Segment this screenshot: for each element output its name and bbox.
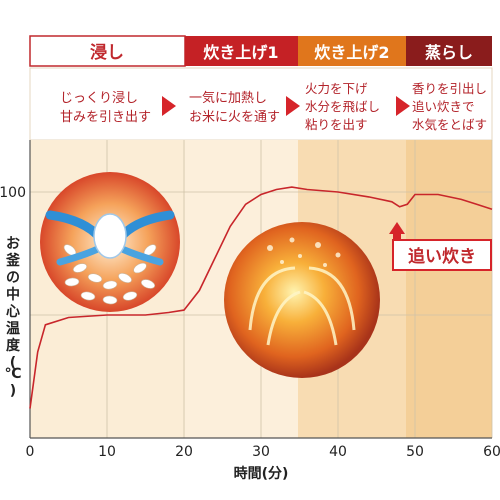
x-tick-label: 60 <box>483 444 500 460</box>
phase-desc-boil2-line1: 火力を下げ <box>305 81 368 96</box>
phase-desc-boil1-line2: お米に火を通す <box>189 110 280 125</box>
steam-bubbles <box>267 237 341 267</box>
convection-swirls <box>248 266 356 346</box>
phase-bg-steam <box>406 140 492 438</box>
boil-circle <box>224 222 380 378</box>
arrow-up-stem <box>393 233 401 241</box>
phase-header-bg-steam <box>406 36 492 66</box>
phase-desc-boil2-line3: 粘りを出す <box>305 117 368 132</box>
rice-grains <box>63 244 157 305</box>
y-axis-label-char: の <box>6 270 20 286</box>
phase-desc-boil2-line2: 水分を飛ばし <box>305 99 380 114</box>
y-axis-label-char: 釜 <box>5 252 21 269</box>
phase-header-bg-boil1 <box>185 36 298 66</box>
arrow-right-icon <box>286 96 300 116</box>
phase-header-bg-soak <box>29 35 186 67</box>
y-tick-labels: 100 <box>0 185 26 201</box>
phase-title-boil2: 炊き上げ2 <box>314 43 389 62</box>
x-tick-labels: 0 10 20 30 40 50 60 <box>26 444 500 460</box>
phase-header: 浸し 炊き上げ1 炊き上げ2 蒸らし <box>29 35 492 67</box>
x-tick-label: 30 <box>252 444 270 460</box>
y-axis-label-char: ( <box>10 355 16 371</box>
y-axis-label-char: 心 <box>6 304 20 320</box>
soaking-rice-illustration <box>40 172 180 312</box>
x-tick-label: 20 <box>175 444 193 460</box>
oidaki-callout-label: 追い炊き <box>408 246 476 267</box>
phase-desc-steam-line3: 水気をとばす <box>412 117 487 132</box>
boiling-convection-illustration <box>224 222 380 378</box>
arrow-up-icon <box>389 222 405 234</box>
phase-title-boil1: 炊き上げ1 <box>203 43 278 62</box>
y-axis-label-char: 中 <box>6 286 20 303</box>
phase-desc-steam-line1: 香りを引出し <box>412 81 487 96</box>
y-axis-label-char: 温 <box>6 321 20 337</box>
rice-grain-center <box>93 213 127 259</box>
phase-title-steam: 蒸らし <box>425 43 473 62</box>
x-axis-label: 時間(分) <box>234 465 289 482</box>
phase-desc-boil1-line1: 一気に加熱し <box>189 90 267 106</box>
phase-desc-steam-line2: 追い炊きで <box>412 99 475 114</box>
x-tick-label: 50 <box>406 444 424 460</box>
phase-header-bg-boil2 <box>298 36 406 66</box>
y-axis-label-char: ) <box>10 383 16 399</box>
phase-desc-soak-line2: 甘みを引き出す <box>60 110 151 125</box>
arrow-right-icon <box>396 96 410 116</box>
arrow-right-icon <box>162 96 176 116</box>
oidaki-callout-box <box>392 239 492 271</box>
y-axis-label-char: ℃ <box>5 366 22 382</box>
y-tick-label: 100 <box>0 185 26 201</box>
phase-descriptions: じっくり浸し 甘みを引き出す 一気に加熱し お米に火を通す 火力を下げ 水分を飛… <box>29 67 493 141</box>
temperature-line <box>29 186 493 409</box>
x-tick-label: 0 <box>26 444 35 460</box>
phase-desc-soak-line1: じっくり浸し <box>60 91 138 106</box>
x-tick-label: 10 <box>98 444 116 460</box>
oidaki-callout: 追い炊き <box>389 222 492 271</box>
y-axis-label-char: お <box>6 236 20 252</box>
x-tick-label: 40 <box>329 444 347 460</box>
y-axis-label-char: 度 <box>6 337 21 354</box>
phase-title-soak: 浸し <box>90 42 124 63</box>
